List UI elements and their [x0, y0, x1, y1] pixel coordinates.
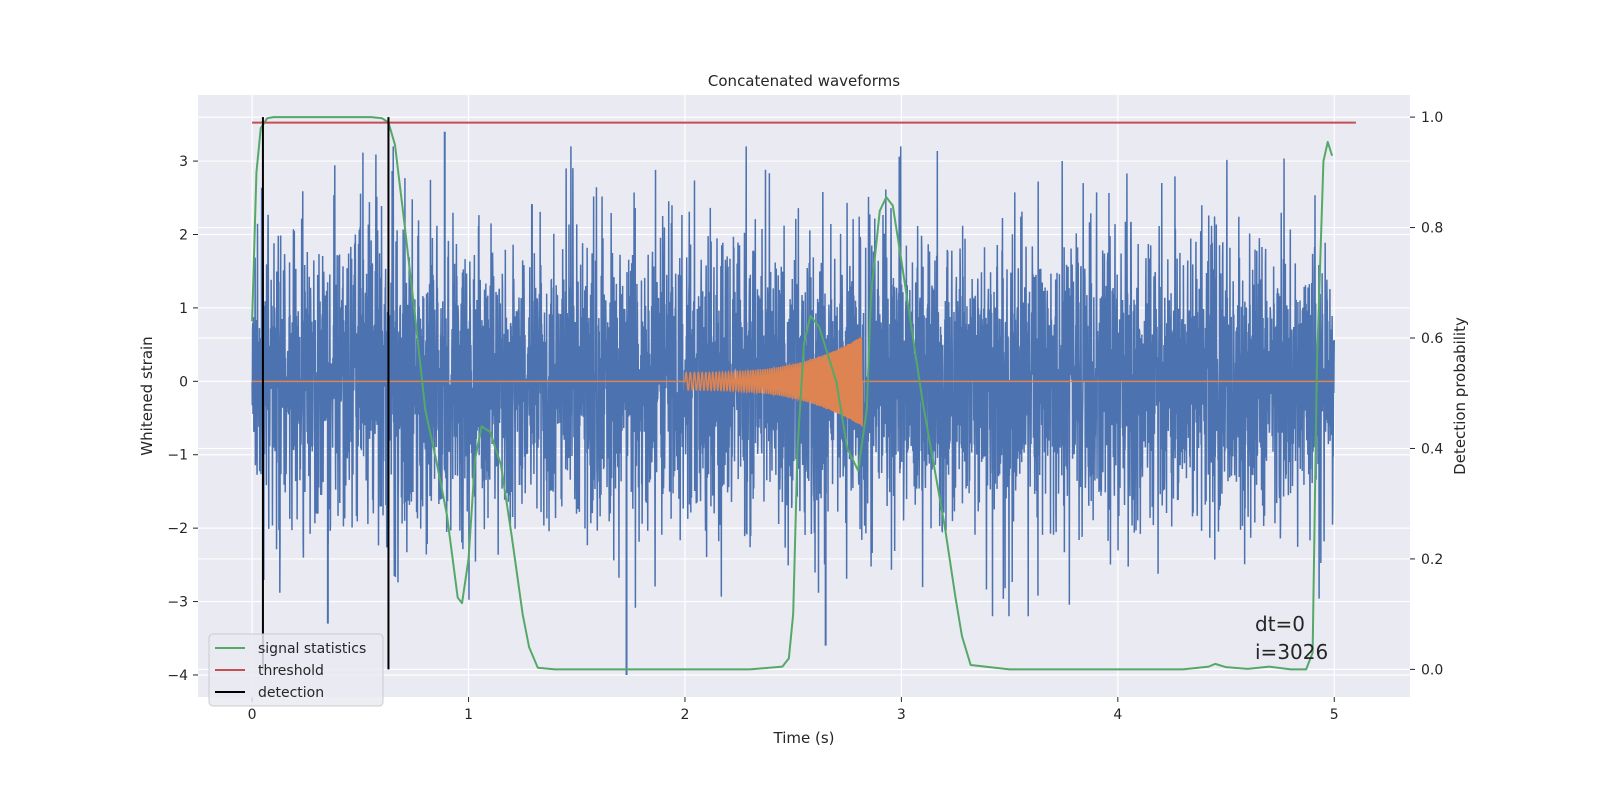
legend: signal statistics threshold detection [208, 633, 384, 707]
x-tick-label: 1 [464, 707, 473, 723]
x-axis-label: Time (s) [773, 729, 835, 747]
annotation-dt: dt=0 [1255, 612, 1305, 636]
y-right-tick-label: 0.8 [1421, 221, 1443, 237]
y-right-tick-label: 0.6 [1421, 331, 1443, 347]
y-axis-right-label: Detection probability [1451, 317, 1469, 475]
y-tick-label: 1 [179, 301, 188, 317]
y-tick-label: −2 [167, 521, 188, 537]
y-right-tick-label: 1.0 [1421, 110, 1443, 126]
y-tick-label: −3 [167, 595, 188, 611]
legend-box [208, 633, 384, 707]
legend-label-detection: detection [258, 685, 324, 701]
y-right-tick-label: 0.2 [1421, 552, 1443, 568]
y-axis-label: Whitened strain [138, 336, 156, 455]
y-tick-label: −1 [167, 448, 188, 464]
x-tick-label: 0 [248, 707, 257, 723]
signal-statistics-line [251, 116, 1334, 671]
y-tick-label: −4 [167, 668, 188, 684]
y-tick-label: 3 [179, 154, 188, 170]
y-right-tick-label: 0.0 [1421, 662, 1443, 678]
strain-series [251, 146, 1335, 617]
x-tick-label: 3 [897, 707, 906, 723]
axis-ticks: 0 1 2 3 4 5 −4 −3 −2 −1 0 1 2 3 0.0 0.2 0.4 0.6 0.8 1.0 [167, 110, 1443, 723]
legend-label-threshold: threshold [258, 663, 324, 679]
plot-area [251, 116, 1356, 675]
y-tick-label: 0 [179, 374, 188, 390]
y-right-tick-label: 0.4 [1421, 441, 1443, 457]
x-tick-label: 2 [681, 707, 690, 723]
x-tick-label: 4 [1113, 707, 1122, 723]
x-tick-label: 5 [1330, 707, 1339, 723]
chart-title: Concatenated waveforms [708, 72, 900, 90]
annotation-index: i=3026 [1255, 640, 1328, 664]
y-tick-label: 2 [179, 227, 188, 243]
injection-series [252, 336, 1335, 427]
legend-label-signal-statistics: signal statistics [258, 641, 366, 657]
